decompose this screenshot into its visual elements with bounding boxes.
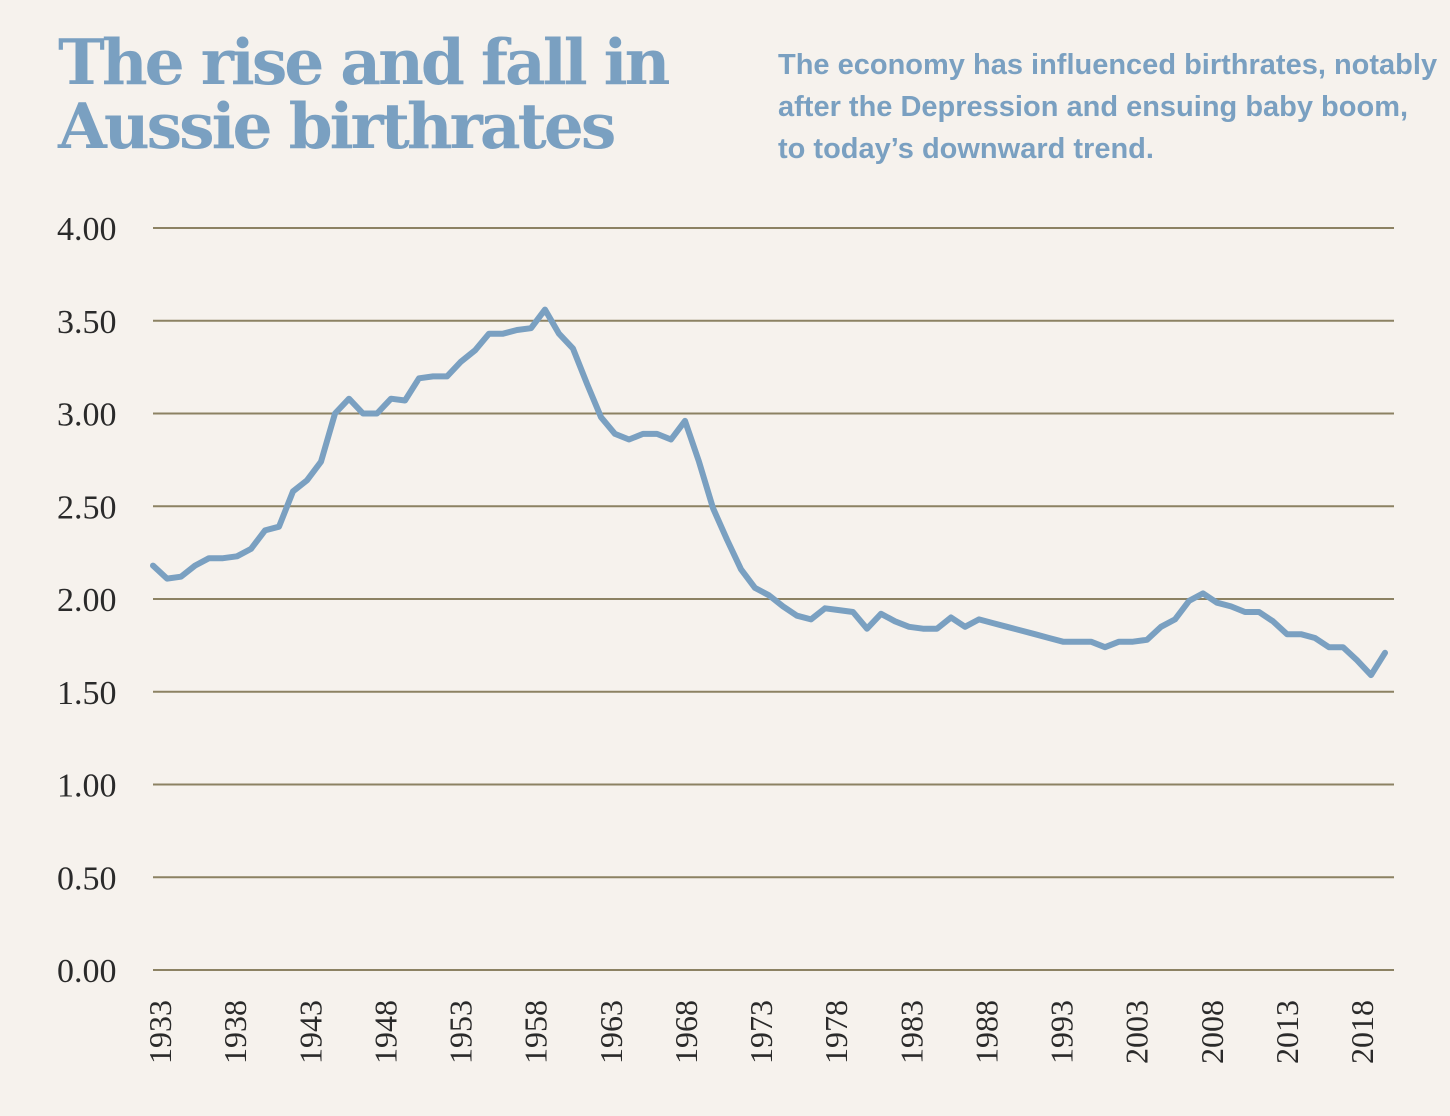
x-tick-label: 1973 — [743, 1000, 779, 1064]
x-tick-label: 1983 — [893, 1000, 929, 1064]
y-tick-label: 1.00 — [57, 768, 117, 805]
y-tick-label: 0.50 — [57, 860, 117, 897]
x-tick-label: 1943 — [292, 1000, 328, 1064]
chart-title: The rise and fall in Aussie birthrates — [58, 25, 670, 163]
y-axis: 0.00 0.50 1.00 1.50 2.00 2.50 3.00 3.50 4.00 — [57, 211, 117, 990]
y-tick-label: 0.00 — [57, 953, 117, 990]
x-tick-label: 1948 — [367, 1000, 403, 1064]
x-tick-label: 2003 — [1119, 1000, 1155, 1064]
chart-subtitle: The economy has influenced birthrates, n… — [778, 49, 1438, 165]
series-lines — [150, 306, 1388, 679]
y-tick-label: 2.00 — [57, 582, 117, 619]
series-line — [150, 306, 1388, 679]
x-axis: 1933 1938 1943 1948 1953 1958 1963 1968 1973 1978… — [142, 1000, 1380, 1064]
x-tick-label: 1938 — [217, 1000, 253, 1064]
x-tick-label: 2013 — [1269, 1000, 1305, 1064]
y-tick-label: 3.00 — [57, 397, 117, 434]
x-tick-label: 2008 — [1194, 1000, 1230, 1064]
x-tick-label: 2018 — [1344, 1000, 1380, 1064]
y-tick-label: 4.00 — [57, 211, 117, 248]
x-tick-label: 1978 — [818, 1000, 854, 1064]
x-tick-label: 1953 — [443, 1000, 479, 1064]
x-tick-label: 1933 — [142, 1000, 178, 1064]
y-tick-label: 1.50 — [57, 675, 117, 712]
x-tick-label: 1988 — [968, 1000, 1004, 1064]
y-tick-label: 2.50 — [57, 489, 117, 526]
y-tick-label: 3.50 — [57, 304, 117, 341]
x-tick-label: 1993 — [1044, 1000, 1080, 1064]
x-tick-label: 1958 — [518, 1000, 554, 1064]
x-tick-label: 1968 — [668, 1000, 704, 1064]
x-tick-label: 1963 — [593, 1000, 629, 1064]
